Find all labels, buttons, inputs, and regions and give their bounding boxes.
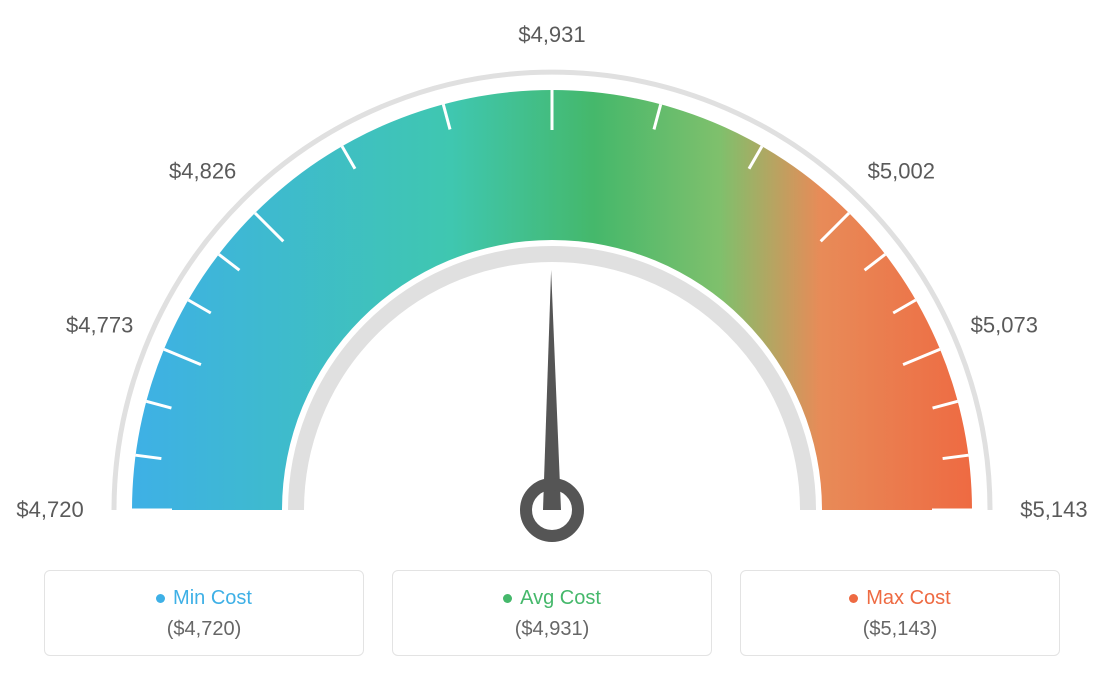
gauge-tick-label: $5,143: [1020, 497, 1087, 523]
avg-cost-card: Avg Cost ($4,931): [392, 570, 712, 656]
max-cost-card: Max Cost ($5,143): [740, 570, 1060, 656]
min-dot-icon: [156, 594, 165, 603]
avg-cost-title: Avg Cost: [503, 587, 601, 610]
max-dot-icon: [849, 594, 858, 603]
gauge-tick-label: $5,073: [971, 313, 1038, 339]
gauge-tick-label: $5,002: [868, 159, 935, 185]
max-cost-value: ($5,143): [741, 618, 1059, 641]
avg-cost-label: Avg Cost: [520, 587, 601, 610]
gauge-area: $4,720$4,773$4,826$4,931$5,002$5,073$5,1…: [20, 20, 1084, 560]
min-cost-label: Min Cost: [173, 587, 252, 610]
avg-cost-value: ($4,931): [393, 618, 711, 641]
summary-cards: Min Cost ($4,720) Avg Cost ($4,931) Max …: [20, 570, 1084, 656]
max-cost-label: Max Cost: [866, 587, 950, 610]
max-cost-title: Max Cost: [849, 587, 950, 610]
avg-dot-icon: [503, 594, 512, 603]
min-cost-card: Min Cost ($4,720): [44, 570, 364, 656]
gauge-chart: [20, 20, 1084, 560]
gauge-tick-label: $4,931: [518, 22, 585, 48]
min-cost-title: Min Cost: [156, 587, 252, 610]
gauge-tick-label: $4,720: [16, 497, 83, 523]
gauge-tick-label: $4,773: [66, 313, 133, 339]
cost-gauge-widget: $4,720 $4,773 $4,826 $4,931 $5,002 $5,073 $5,1…: [0, 0, 1104, 690]
min-cost-value: ($4,720): [45, 618, 363, 641]
gauge-tick-label: $4,826: [169, 159, 236, 185]
